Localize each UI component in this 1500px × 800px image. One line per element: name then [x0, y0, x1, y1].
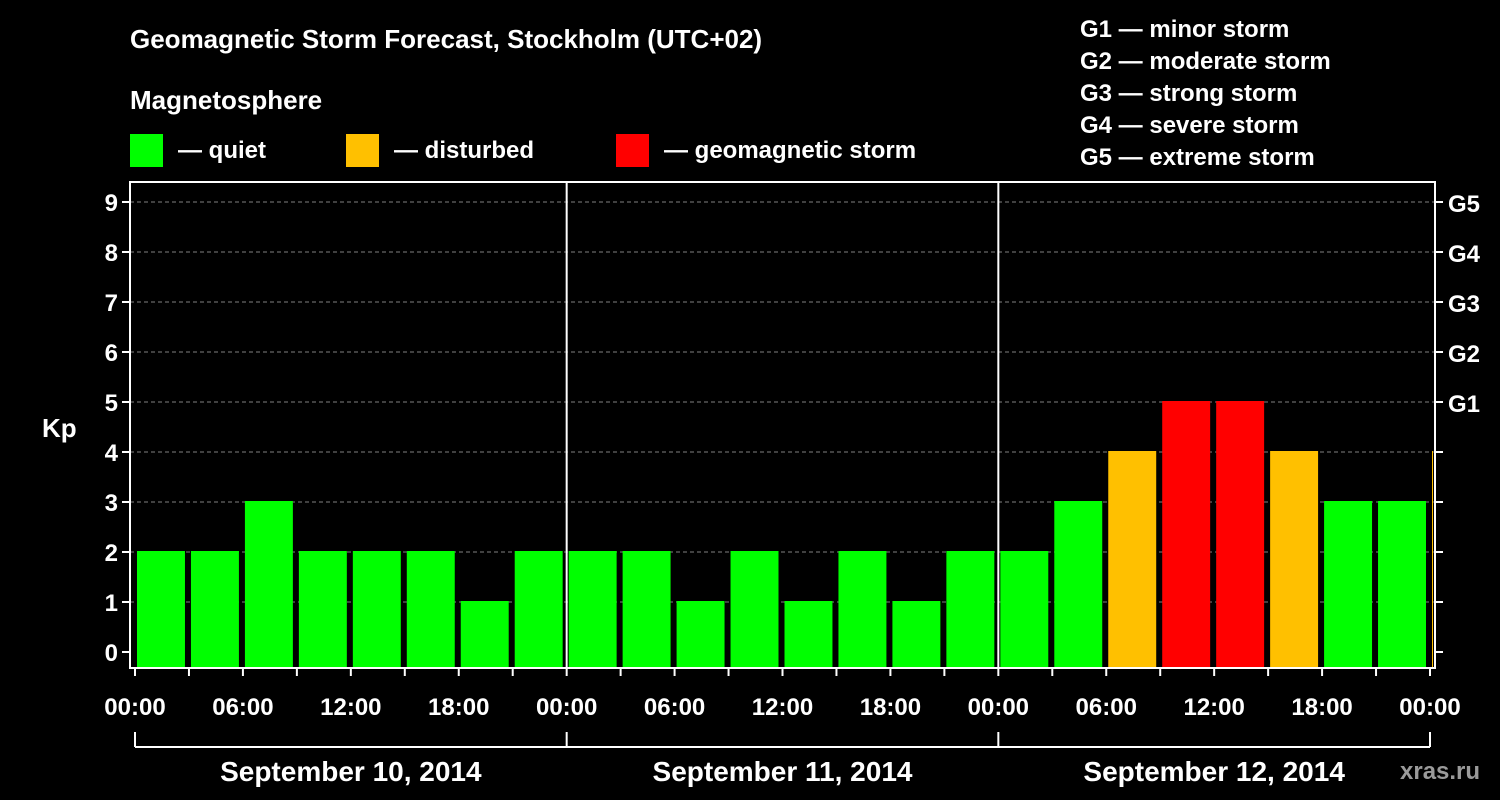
x-tick-label: 12:00 — [752, 694, 813, 721]
y-tick-label: 6 — [105, 340, 118, 367]
kp-bar — [1216, 401, 1265, 668]
kp-bar — [406, 551, 455, 668]
kp-bar — [1000, 551, 1049, 668]
kp-bar — [676, 601, 725, 668]
day-label: September 11, 2014 — [653, 756, 913, 787]
kp-bar — [298, 551, 347, 668]
storm-scale-g4: G4 — severe storm — [1080, 112, 1299, 139]
legend-swatch-disturbed — [346, 134, 379, 167]
gridlines — [130, 201, 1435, 603]
legend-label-storm: — geomagnetic storm — [664, 137, 916, 164]
y-tick-label: 7 — [105, 290, 118, 317]
storm-level-label: G4 — [1448, 241, 1481, 268]
kp-bar — [622, 551, 671, 668]
x-tick-label: 18:00 — [1291, 694, 1352, 721]
storm-level-label: G2 — [1448, 341, 1480, 368]
kp-bar — [1324, 501, 1373, 668]
kp-bar — [137, 551, 185, 668]
x-tick-label: 00:00 — [1399, 694, 1460, 721]
x-tick-label: 18:00 — [428, 694, 489, 721]
x-tick-label: 12:00 — [320, 694, 381, 721]
kp-bar — [1054, 501, 1103, 668]
x-tick-label: 00:00 — [968, 694, 1029, 721]
y-axis: 0 1 2 3 4 5 6 7 8 9 — [105, 190, 130, 667]
watermark: xras.ru — [1400, 758, 1480, 785]
x-tick-label: 00:00 — [536, 694, 597, 721]
kp-bar — [514, 551, 563, 668]
legend-label-quiet: — quiet — [178, 137, 266, 164]
storm-scale-g1: G1 — minor storm — [1080, 16, 1289, 43]
day-label: September 10, 2014 — [220, 756, 482, 787]
x-tick-label: 18:00 — [860, 694, 921, 721]
chart-title: Geomagnetic Storm Forecast, Stockholm (U… — [130, 24, 762, 54]
storm-scale-g2: G2 — moderate storm — [1080, 48, 1331, 75]
y-tick-label: 3 — [105, 490, 118, 517]
kp-bar — [244, 501, 293, 668]
kp-bar — [1270, 451, 1319, 668]
kp-bar — [838, 551, 887, 668]
kp-bar — [892, 601, 941, 668]
legend-label-disturbed: — disturbed — [394, 137, 534, 164]
day-label: September 12, 2014 — [1083, 756, 1345, 787]
kp-bar — [460, 601, 509, 668]
kp-bar — [946, 551, 995, 668]
kp-bar — [730, 551, 779, 668]
y-tick-label: 9 — [105, 190, 118, 217]
x-tick-label: 12:00 — [1183, 694, 1244, 721]
y-tick-label: 2 — [105, 540, 118, 567]
x-tick-label: 06:00 — [212, 694, 273, 721]
kp-bar — [1108, 451, 1157, 668]
kp-bar — [352, 551, 401, 668]
kp-bar — [1162, 401, 1211, 668]
x-tick-label: 06:00 — [1076, 694, 1137, 721]
storm-scale-g5: G5 — extreme storm — [1080, 144, 1315, 171]
storm-level-label: G1 — [1448, 391, 1480, 418]
chart-subtitle: Magnetosphere — [130, 85, 322, 115]
legend-swatch-storm — [616, 134, 649, 167]
y-tick-label: 1 — [105, 590, 118, 617]
kp-bar — [784, 601, 833, 668]
storm-level-label: G5 — [1448, 191, 1480, 218]
storm-scale-g3: G3 — strong storm — [1080, 80, 1297, 107]
y-tick-label: 4 — [105, 440, 119, 467]
x-tick-label: 06:00 — [644, 694, 705, 721]
y-tick-label: 8 — [105, 240, 118, 267]
kp-bars — [137, 401, 1433, 668]
x-axis: 00:00 06:00 12:00 18:00 00:00 06:00 12:00 18:00… — [104, 668, 1461, 787]
storm-scale-legend: G1 — minor storm G2 — moderate storm G3 … — [1080, 16, 1331, 171]
y-axis-title: Kp — [42, 413, 77, 443]
y-tick-label: 0 — [105, 640, 118, 667]
storm-level-axis: G1 G2 G3 G4 G5 — [1435, 191, 1481, 653]
kp-bar — [1378, 501, 1426, 668]
kp-bar — [1432, 451, 1433, 668]
legend-swatch-quiet — [130, 134, 163, 167]
kp-bar — [190, 551, 239, 668]
storm-level-label: G3 — [1448, 291, 1480, 318]
status-legend: — quiet — disturbed — geomagnetic storm — [130, 134, 916, 167]
x-tick-label: 00:00 — [104, 694, 165, 721]
y-tick-label: 5 — [105, 390, 118, 417]
kp-bar — [568, 551, 617, 668]
